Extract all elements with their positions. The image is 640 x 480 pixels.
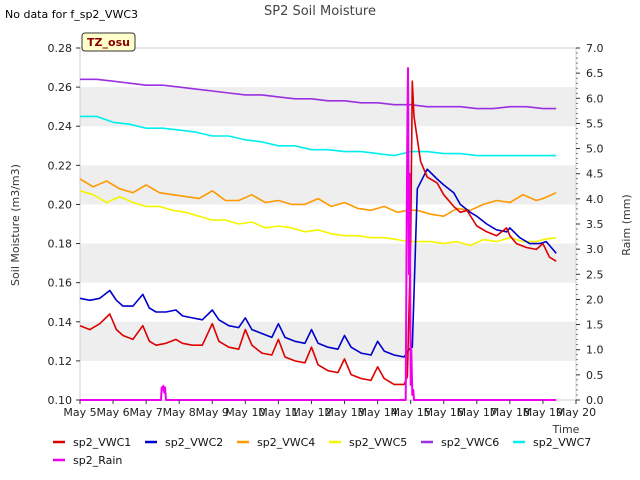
legend-label: sp2_VWC4 — [257, 436, 315, 449]
series-line-sp2-vwc1 — [79, 80, 557, 386]
x-tick-label: May 6 — [96, 406, 129, 419]
y-tick-label: 0.16 — [48, 277, 73, 290]
y2-tick-label: 4.0 — [586, 193, 604, 206]
y2-tick-label: 3.0 — [586, 243, 604, 256]
y2-tick-label: 2.5 — [586, 268, 604, 281]
x-tick-label: May 16 — [424, 406, 464, 419]
y2-axis-ticks: 0.0 0.5 1.0 1.5 2.0 2.5 3.0 3.5 4.0 4.5 5.0 5.5 6.0 6… — [576, 42, 604, 407]
tz-badge-box — [81, 32, 136, 52]
series-line-sp2-vwc5 — [79, 190, 557, 247]
y2-tick-label: 6.0 — [586, 92, 604, 105]
grid-band — [80, 87, 576, 127]
legend: sp2_VWC1 sp2_VWC2 sp2_VWC4 sp2_VWC5 sp2_VWC6… — [53, 436, 591, 467]
grid-band — [80, 243, 576, 283]
y2-tick-label: 1.0 — [586, 344, 604, 357]
y2-tick-label: 2.0 — [586, 293, 604, 306]
tz-badge-label: TZ_osu — [87, 36, 130, 49]
grid-band — [80, 165, 576, 205]
x-tick-label: May 15 — [391, 406, 431, 419]
y-tick-label: 0.26 — [48, 81, 73, 94]
y2-tick-label: 6.5 — [586, 67, 604, 80]
y-axis-ticks: 0.10 0.12 0.14 0.16 0.18 0.20 0.22 0.24 0.26 0.28 — [48, 42, 80, 407]
legend-label: sp2_VWC5 — [349, 436, 407, 449]
x-tick-label: May 20 — [556, 406, 596, 419]
y2-tick-label: 0.5 — [586, 369, 604, 382]
x-axis-label: Time — [552, 423, 580, 436]
legend-label: sp2_VWC6 — [441, 436, 499, 449]
legend-label: sp2_VWC7 — [533, 436, 591, 449]
series-line-sp2-vwc7 — [80, 115, 557, 157]
y-tick-label: 0.18 — [48, 238, 73, 251]
x-tick-label: May 13 — [324, 406, 364, 419]
grid-band — [80, 321, 576, 361]
x-tick-label: May 10 — [225, 406, 265, 419]
no-data-note: No data for f_sp2_VWC3 — [5, 8, 138, 21]
series-line-sp2-vwc2 — [79, 168, 557, 358]
x-tick-label: May 14 — [357, 406, 397, 419]
y-tick-label: 0.20 — [48, 198, 73, 211]
y-tick-label: 0.12 — [48, 355, 73, 368]
series-line-sp2-rain — [80, 67, 557, 401]
x-tick-label: May 11 — [258, 406, 298, 419]
x-tick-label: May 5 — [63, 406, 96, 419]
legend-label: sp2_VWC2 — [165, 436, 223, 449]
x-tick-label: May 12 — [291, 406, 331, 419]
y-tick-label: 0.22 — [48, 159, 73, 172]
y2-tick-label: 0.0 — [586, 394, 604, 407]
y-tick-label: 0.14 — [48, 316, 73, 329]
series-lines — [79, 67, 557, 401]
y-axis-label: Soil Moisture (m3/m3) — [9, 164, 22, 286]
y2-axis-label: Raim (mm) — [620, 194, 633, 255]
y-tick-label: 0.28 — [48, 42, 73, 55]
background-bands — [80, 87, 576, 361]
y2-tick-label: 5.5 — [586, 117, 604, 130]
y2-tick-label: 5.0 — [586, 143, 604, 156]
y2-tick-label: 4.5 — [586, 168, 604, 181]
x-tick-label: May 18 — [490, 406, 530, 419]
x-tick-label: May 9 — [196, 406, 229, 419]
series-line-sp2-vwc6 — [80, 78, 557, 110]
chart-title: SP2 Soil Moisture — [264, 4, 376, 19]
y-tick-label: 0.24 — [48, 120, 73, 133]
legend-label: sp2_VWC1 — [73, 436, 131, 449]
legend-label: sp2_Rain — [73, 454, 122, 467]
series-line-sp2-vwc4 — [79, 178, 557, 217]
y2-tick-label: 7.0 — [586, 42, 604, 55]
x-tick-label: May 17 — [457, 406, 497, 419]
x-tick-label: May 19 — [523, 406, 563, 419]
tz-badge: TZ_osu — [81, 32, 136, 52]
y-tick-label: 0.10 — [48, 394, 73, 407]
y2-tick-label: 3.5 — [586, 218, 604, 231]
y2-tick-label: 1.5 — [586, 319, 604, 332]
x-tick-label: May 7 — [130, 406, 163, 419]
x-tick-label: May 8 — [163, 406, 196, 419]
